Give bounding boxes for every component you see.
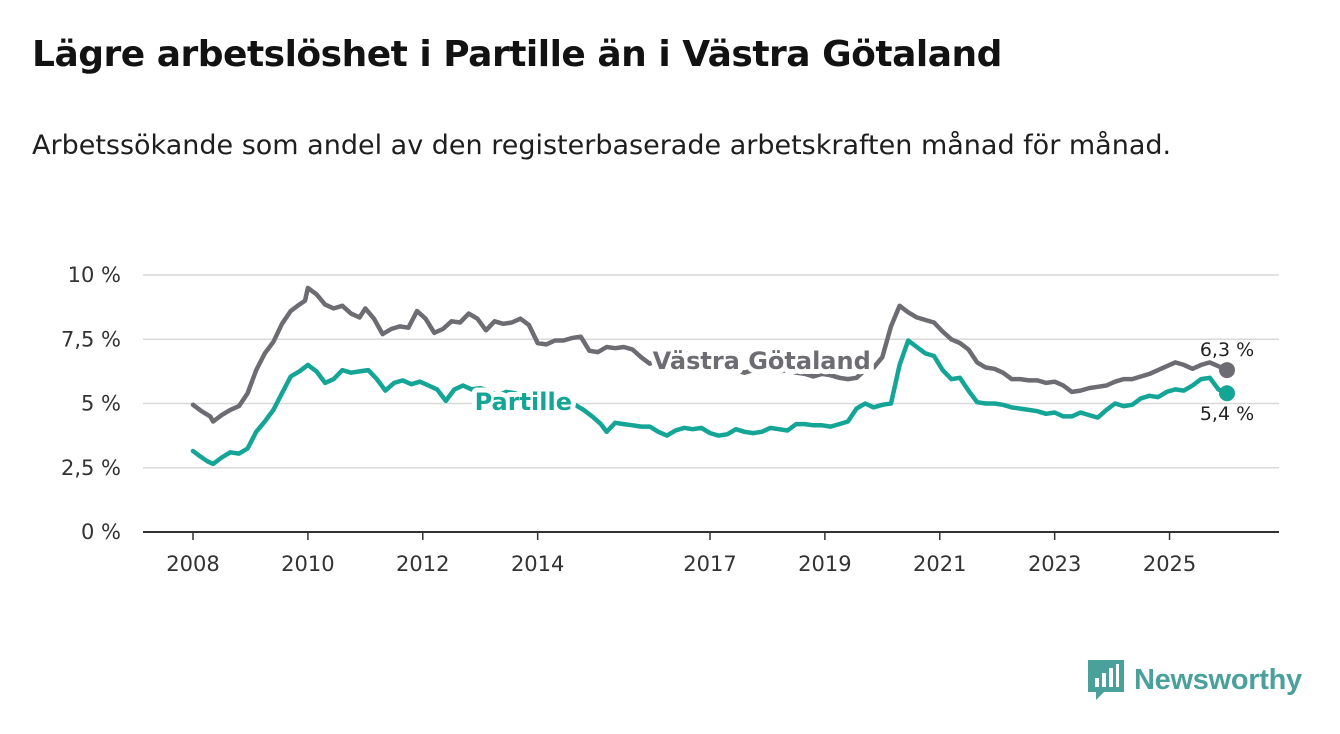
partille-line [190, 338, 1230, 467]
x-tick-label: 2014 [511, 552, 564, 576]
partille-end-label: 5,4 % [1200, 403, 1254, 425]
chart-subtitle: Arbetssökande som andel av den registerb… [32, 130, 1172, 161]
x-tick-label: 2021 [913, 552, 966, 576]
x-tick-label: 2008 [166, 552, 219, 576]
x-tick-label: 2012 [396, 552, 449, 576]
series-labels: 6,3 % 5,4 % Västra Götaland Partille [470, 339, 1255, 425]
partille-end-point [1219, 385, 1235, 402]
x-tick-label: 2017 [683, 552, 736, 576]
y-tick-label: 5 % [81, 392, 121, 416]
y-tick-label: 7,5 % [61, 327, 121, 351]
vastra-gotaland-end-point [1219, 362, 1235, 379]
vastra-gotaland-line [190, 285, 1230, 424]
y-tick-label: 2,5 % [61, 456, 121, 480]
brand-name: Newsworthy [1134, 663, 1302, 696]
y-axis-ticks: 0 % 2,5 % 5 % 7,5 % 10 % [61, 263, 121, 544]
x-tick-label: 2019 [798, 552, 851, 576]
bar-chart-logo-icon [1088, 660, 1124, 700]
x-tick-label: 2023 [1028, 552, 1081, 576]
partille-series-label: Partille [475, 388, 572, 416]
gridlines [143, 274, 1279, 533]
y-tick-label: 10 % [68, 263, 121, 287]
vastra-gotaland-series-label: Västra Götaland [653, 347, 871, 375]
x-tick-label: 2025 [1143, 552, 1196, 576]
x-tick-label: 2010 [281, 552, 334, 576]
x-axis-ticks: 2008 2010 2012 2014 2017 2019 2021 2023 2025 [166, 532, 1196, 576]
vastra-gotaland-end-label: 6,3 % [1200, 339, 1254, 361]
y-tick-label: 0 % [81, 520, 121, 544]
newsworthy-logo[interactable]: Newsworthy [1088, 660, 1302, 700]
chart-title: Lägre arbetslöshet i Partille än i Västr… [32, 34, 1002, 75]
series-lines [190, 285, 1235, 467]
